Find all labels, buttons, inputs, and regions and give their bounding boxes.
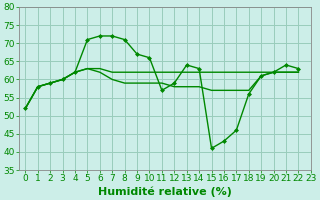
X-axis label: Humidité relative (%): Humidité relative (%): [98, 186, 232, 197]
